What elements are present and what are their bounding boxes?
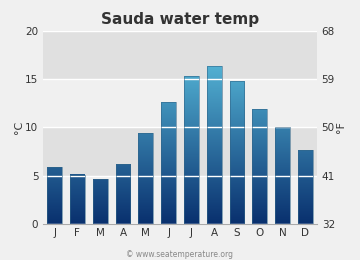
Bar xyxy=(138,133,153,224)
Bar xyxy=(47,167,62,224)
Bar xyxy=(184,76,199,224)
Text: © www.seatemperature.org: © www.seatemperature.org xyxy=(126,250,234,259)
Bar xyxy=(161,102,176,224)
Bar xyxy=(70,174,85,224)
Bar xyxy=(43,176,317,224)
Y-axis label: °F: °F xyxy=(336,121,346,133)
Bar xyxy=(275,127,290,224)
Y-axis label: °C: °C xyxy=(14,121,24,134)
Bar xyxy=(207,66,222,224)
Bar xyxy=(116,164,130,224)
Bar xyxy=(252,109,267,224)
Bar xyxy=(230,81,244,224)
Bar xyxy=(43,79,317,127)
Bar xyxy=(93,179,108,224)
Bar xyxy=(298,151,313,224)
Title: Sauda water temp: Sauda water temp xyxy=(101,12,259,27)
